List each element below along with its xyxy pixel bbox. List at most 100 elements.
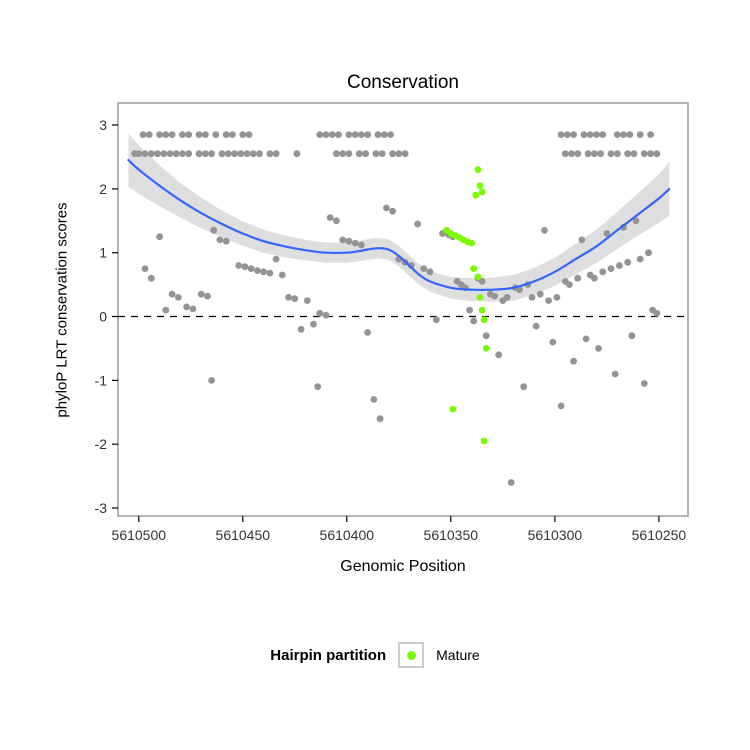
data-point-other	[278, 271, 286, 279]
data-point-other	[189, 305, 197, 313]
data-point-other	[387, 131, 394, 139]
data-point-other	[593, 131, 600, 139]
y-tick-label: -2	[95, 436, 108, 452]
data-point-other	[520, 383, 528, 391]
data-point-other	[333, 150, 340, 158]
data-point-other	[339, 150, 347, 158]
data-point-other	[647, 150, 654, 158]
data-point-other	[491, 292, 498, 300]
data-point-other	[640, 150, 648, 158]
legend-key	[398, 642, 425, 668]
data-point-other	[647, 131, 654, 139]
data-point-other	[316, 309, 324, 317]
data-point-other	[202, 131, 209, 139]
data-point-other	[243, 150, 251, 158]
data-point-other	[613, 131, 621, 139]
data-point-other	[222, 131, 230, 139]
data-point-other	[156, 131, 164, 139]
data-point-other	[624, 150, 632, 158]
data-point-other	[197, 290, 205, 298]
data-point-other	[316, 131, 324, 139]
data-point-other	[545, 297, 552, 304]
data-point-other	[595, 345, 602, 352]
data-point-other	[653, 150, 661, 158]
data-point-other	[574, 274, 582, 282]
data-point-other	[183, 303, 191, 311]
data-point-other	[578, 236, 586, 244]
data-point-other	[195, 150, 203, 158]
legend-item-label: Mature	[436, 647, 480, 663]
data-point-other	[516, 286, 523, 294]
data-point-mature	[476, 294, 484, 301]
data-point-other	[160, 150, 168, 158]
data-point-other	[254, 267, 261, 274]
data-point-other	[147, 274, 155, 282]
data-point-other	[374, 131, 382, 139]
data-point-other	[640, 380, 648, 387]
data-point-other	[247, 265, 255, 272]
legend: Hairpin partition Mature	[0, 638, 750, 672]
data-point-other	[591, 274, 598, 282]
data-point-other	[389, 150, 396, 158]
data-point-other	[345, 237, 353, 245]
x-tick-label: 5610250	[632, 527, 687, 543]
data-point-other	[195, 131, 203, 139]
data-point-mature	[480, 437, 488, 445]
data-point-other	[135, 150, 143, 158]
data-point-other	[162, 131, 170, 139]
data-point-other	[351, 239, 359, 247]
data-point-other	[185, 131, 193, 139]
data-point-other	[568, 150, 575, 158]
data-point-other	[272, 255, 280, 263]
data-point-other	[351, 131, 359, 139]
data-point-other	[210, 226, 218, 234]
data-point-other	[333, 217, 340, 225]
data-point-other	[362, 150, 369, 158]
data-point-other	[414, 220, 421, 228]
data-point-other	[611, 370, 619, 378]
x-tick-label: 5610350	[424, 527, 479, 543]
data-point-other	[222, 237, 230, 245]
data-point-other	[162, 306, 170, 314]
data-point-other	[591, 150, 598, 158]
data-point-mature	[476, 182, 484, 190]
data-point-other	[256, 150, 263, 158]
data-point-mature	[474, 273, 482, 281]
data-point-other	[364, 329, 371, 336]
data-point-other	[549, 338, 557, 346]
data-point-other	[224, 150, 232, 158]
data-point-other	[139, 131, 147, 139]
data-point-mature	[480, 316, 488, 324]
data-point-other	[179, 150, 186, 158]
data-point-mature	[478, 188, 486, 196]
data-point-other	[355, 150, 363, 158]
data-point-other	[328, 131, 336, 139]
x-tick-label: 5610400	[320, 527, 375, 543]
data-point-other	[229, 131, 236, 139]
data-point-other	[141, 150, 149, 158]
data-point-other	[636, 131, 644, 139]
data-point-other	[599, 131, 607, 139]
data-point-other	[168, 290, 176, 298]
data-point-other	[237, 150, 245, 158]
data-point-other	[607, 150, 615, 158]
data-point-other	[208, 150, 216, 158]
data-point-other	[566, 281, 573, 288]
y-tick-label: -1	[95, 372, 108, 388]
data-point-other	[293, 150, 301, 158]
data-point-other	[156, 233, 164, 241]
x-tick-label: 5610500	[112, 527, 167, 543]
data-point-other	[653, 309, 661, 317]
data-point-mature	[474, 166, 482, 174]
plot-title: Conservation	[347, 72, 459, 93]
data-point-other	[364, 131, 371, 139]
data-point-other	[370, 396, 378, 403]
data-point-other	[303, 297, 311, 304]
data-point-other	[345, 131, 353, 139]
data-point-other	[607, 265, 615, 272]
data-point-other	[358, 131, 365, 139]
data-point-other	[216, 236, 224, 244]
data-point-other	[632, 217, 640, 225]
data-point-other	[553, 294, 561, 301]
